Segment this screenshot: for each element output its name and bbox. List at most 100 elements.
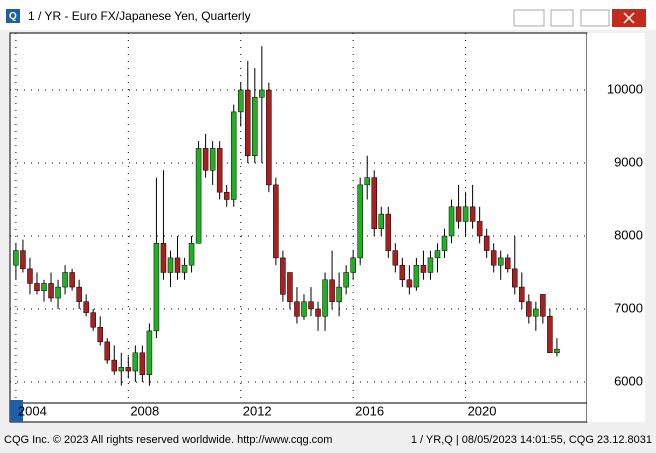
candle-body [195,148,202,244]
candle-body [62,272,68,288]
candle-body [455,206,462,222]
candle-body [329,279,335,302]
candle-body [469,206,476,222]
title-bar [0,0,656,30]
candle-body [490,250,497,266]
candle-body [287,272,293,302]
candle-body [167,257,174,273]
candle-body [216,148,223,193]
candle-body [174,257,181,273]
candle-body [483,235,490,251]
corner-box [10,400,23,422]
candle-body [462,206,469,222]
candle-body [343,272,349,288]
candle-body [497,257,504,266]
app-icon [6,9,20,23]
candle-body [371,177,377,229]
candle-body [504,257,511,270]
footer-left: CQG Inc. © 2023 All rights reserved worl… [4,434,332,446]
y-tick-label: 6000 [614,373,643,388]
candle-body [223,191,230,200]
candle-body [448,206,455,237]
candle-body [139,352,146,375]
x-tick-label: 2016 [355,403,384,418]
candle-body [90,312,96,328]
candle-body [83,301,89,313]
candle-body [385,213,392,251]
x-tick-label: 2020 [468,403,497,418]
window-title: 1 / YR - Euro FX/Japanese Yen, Quarterly [28,9,251,23]
candle-body [378,213,385,229]
candle-body [188,243,195,266]
candle-body [230,111,237,200]
candle-body [125,367,132,372]
candle-body [146,330,153,375]
candle-body [153,243,160,332]
candle-body [245,89,251,156]
candle-body [364,177,370,186]
candle-body [111,359,118,372]
candle-body [413,264,420,288]
candle-body [512,268,518,288]
candle-body [294,301,300,317]
candle-body [34,283,40,291]
candle-body [533,308,539,317]
y-axis-strip [587,33,645,422]
x-axis-strip [9,402,588,423]
candle-body [160,243,167,273]
candle-body [41,283,47,291]
candle-body [97,326,103,343]
candle-body [280,257,286,295]
candle-body [118,367,125,372]
candle-body [202,148,209,171]
candle-body [547,316,553,354]
plot-area [9,32,588,404]
candle-body [399,264,406,281]
candle-body [434,250,441,259]
x-tick-label: 2012 [243,403,272,418]
candle-body [336,286,342,302]
x-tick-label: 2008 [130,403,159,418]
candle-body [48,283,54,299]
link-button[interactable] [513,9,545,27]
candle-body [181,264,188,273]
candle-body [315,308,321,317]
x-tick-label: 2004 [18,403,47,418]
candle-body [420,264,427,273]
candle-body [476,221,483,237]
candle-body [266,89,272,186]
candle-body [308,301,314,310]
y-tick-label: 9000 [614,154,643,169]
candle-body [441,235,448,251]
candle-body [69,272,75,288]
candle-body [357,184,363,259]
candle-body [392,250,399,266]
close-icon [623,12,635,24]
minimize-button[interactable] [550,9,574,27]
candle-body [252,97,258,156]
candle-body [27,268,33,284]
candle-body [406,279,413,288]
candle-body [301,301,307,317]
candle-body [13,250,19,266]
candle-body [427,257,434,273]
candle-body [132,352,139,372]
y-tick-label: 7000 [614,300,643,315]
candle-body [76,286,82,302]
candle-body [350,257,356,273]
y-tick-label: 10000 [607,81,643,96]
footer-right: 1 / YR,Q | 08/05/2023 14:01:55, CQG 23.1… [411,434,652,446]
maximize-button[interactable] [580,9,610,27]
candle-body [209,148,216,171]
candle-body [554,348,560,354]
candle-body [237,89,244,113]
candle-body [519,286,525,302]
candle-body [540,294,546,317]
candle-body [55,286,61,299]
app-icon-letter: Q [9,11,17,22]
candle-body [259,89,265,98]
candle-body [20,250,26,270]
candle-body [273,184,279,259]
y-tick-label: 8000 [614,227,643,242]
